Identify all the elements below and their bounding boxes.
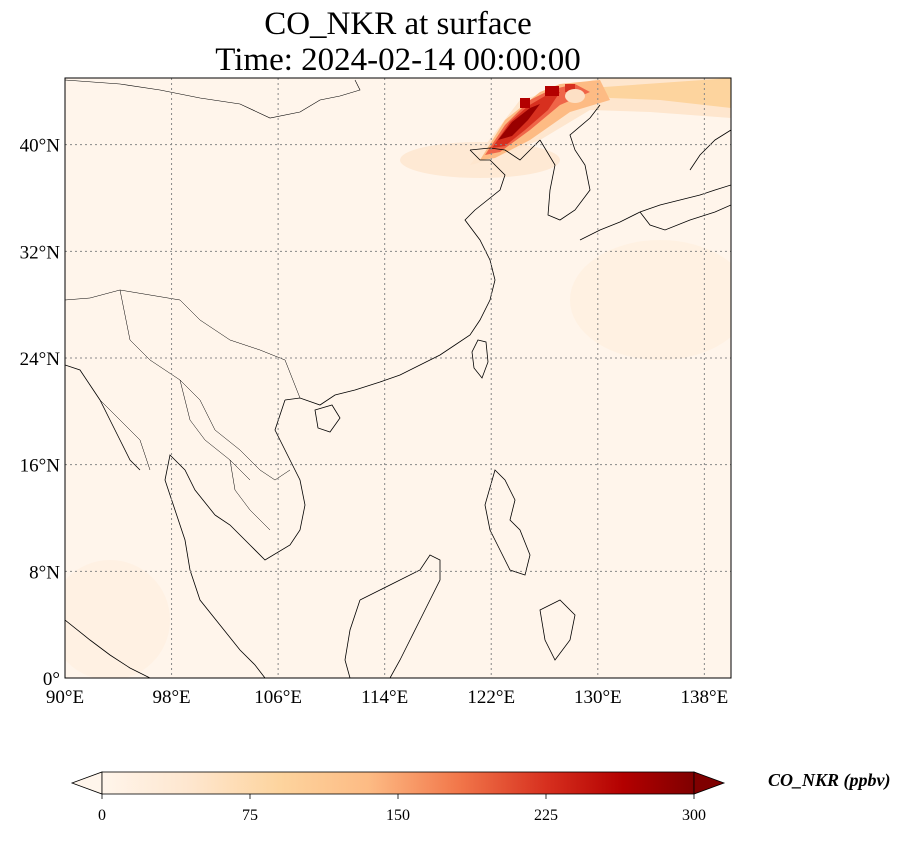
map-title: CO_NKR at surface Time: 2024-02-14 00:00… <box>0 6 796 78</box>
lon-tick-label: 106°E <box>254 687 302 708</box>
colorbar-gradient <box>101 771 695 795</box>
colorbar-ticks: 0 75 150 225 300 <box>98 794 706 824</box>
lon-tick-label: 98°E <box>152 687 190 708</box>
lat-tick-label: 16°N <box>20 456 61 477</box>
lat-tick-label: 24°N <box>20 349 61 370</box>
colorbar-tick-label: 225 <box>534 807 558 824</box>
lat-tick-label: 8°N <box>29 562 60 583</box>
colorbar: 0 75 150 225 300 <box>70 771 726 824</box>
colorbar-extend-min <box>70 771 103 795</box>
concentration-field <box>65 78 731 678</box>
colorbar-label: CO_NKR (ppbv) <box>768 770 891 790</box>
longitude-labels: 90°E 98°E 106°E 114°E 122°E 130°E 138°E <box>46 687 728 708</box>
gridlines <box>65 78 731 678</box>
colorbar-tick-label: 150 <box>386 807 410 824</box>
lat-tick-label: 40°N <box>20 136 61 157</box>
lat-tick-label: 32°N <box>20 242 61 263</box>
latitude-labels: 0° 8°N 16°N 24°N 32°N 40°N <box>20 136 61 690</box>
lon-tick-label: 122°E <box>467 687 515 708</box>
lon-tick-label: 138°E <box>681 687 729 708</box>
lon-tick-label: 114°E <box>361 687 408 708</box>
map-background <box>65 78 731 678</box>
colorbar-tick-label: 0 <box>98 807 106 824</box>
country-borders <box>65 289 301 531</box>
title-line-1: CO_NKR at surface <box>264 6 532 42</box>
colorbar-tick-label: 75 <box>242 807 258 824</box>
colorbar-extend-max <box>693 771 726 795</box>
coastlines <box>65 79 731 678</box>
colorbar-tick-label: 300 <box>682 807 706 824</box>
lat-tick-label: 0° <box>43 669 60 690</box>
map-frame <box>64 77 732 679</box>
lon-tick-label: 130°E <box>574 687 622 708</box>
title-line-2: Time: 2024-02-14 00:00:00 <box>215 42 581 78</box>
lon-tick-label: 90°E <box>46 687 84 708</box>
